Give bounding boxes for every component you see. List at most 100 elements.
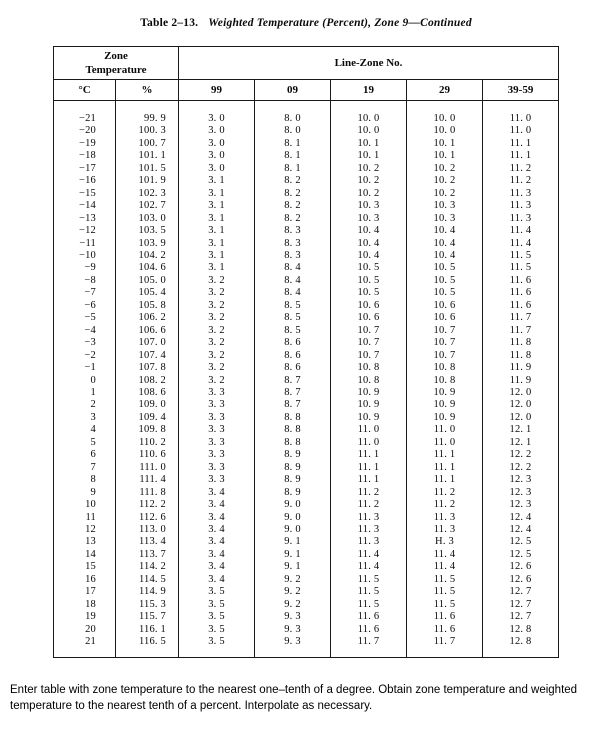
table-cell: 11. 0 <box>406 424 483 437</box>
table-cell: 10. 8 <box>330 374 407 387</box>
table-cell: 3. 3 <box>178 386 255 400</box>
table-row: −2 107. 4 3. 2 8. 6 10. 7 10. 7 11. 8 <box>52 349 559 363</box>
table-row: −16 101. 9 3. 1 8. 2 10. 2 10. 2 11. 2 <box>52 175 559 188</box>
table-cell: 11. 5 <box>330 598 407 612</box>
table-cell: 100. 7 <box>114 137 179 151</box>
table-cell: 10. 5 <box>406 262 483 275</box>
table-cell: 3. 5 <box>178 611 255 624</box>
table-cell: −4 <box>52 324 116 338</box>
table-row: 16 114. 5 3. 4 9. 2 11. 5 11. 5 12. 6 <box>52 573 559 587</box>
table-cell: 11. 2 <box>406 486 483 500</box>
table-cell: 3. 5 <box>178 586 255 599</box>
table-cell: 11. 2 <box>330 499 407 512</box>
table-row: 8 111. 4 3. 3 8. 9 11. 1 11. 1 12. 3 <box>52 474 559 487</box>
table-cell: 110. 2 <box>114 436 179 450</box>
table-cell: 10. 1 <box>406 137 483 151</box>
table-cell: 12. 1 <box>481 436 559 450</box>
table-cell: 11. 1 <box>406 474 483 487</box>
table-row: −8 105. 0 3. 2 8. 4 10. 5 10. 5 11. 6 <box>52 274 559 288</box>
table-cell: 9. 1 <box>254 536 331 549</box>
group-header-row: Zone Temperature Line-Zone No. <box>52 46 559 80</box>
table-cell: −13 <box>52 212 116 226</box>
table-cell: −2 <box>52 349 116 363</box>
table-cell: 10. 9 <box>330 411 407 425</box>
table-cell: 3. 5 <box>178 623 255 637</box>
table-cell: 3. 4 <box>178 548 255 562</box>
table-row: 1 108. 6 3. 3 8. 7 10. 9 10. 9 12. 0 <box>52 386 559 400</box>
table-cell: 3. 3 <box>178 474 255 487</box>
table-cell: 12 <box>52 523 116 537</box>
table-cell: −21 <box>52 100 116 126</box>
table-cell: 10. 9 <box>406 411 483 425</box>
table-cell: 3. 2 <box>178 324 255 338</box>
table-cell: 11. 1 <box>481 150 559 163</box>
table-cell: 11. 4 <box>330 561 407 574</box>
table-cell: 8. 1 <box>254 150 331 163</box>
table-cell: 10. 5 <box>406 287 483 300</box>
table-cell: 3. 4 <box>178 523 255 537</box>
weighted-temperature-table: Zone Temperature Line-Zone No. °C % 99 0… <box>52 46 560 659</box>
table-row: −20 100. 3 3. 0 8. 0 10. 0 10. 0 11. 0 <box>52 125 559 138</box>
table-cell: 10. 4 <box>330 237 407 250</box>
table-cell: 12. 0 <box>481 399 559 412</box>
table-cell: 9. 3 <box>254 611 331 624</box>
table-cell: −7 <box>52 287 116 300</box>
table-cell: 3. 2 <box>178 349 255 363</box>
table-cell: 3. 5 <box>178 598 255 612</box>
table-cell: 12. 3 <box>481 486 559 500</box>
table-row: −11 103. 9 3. 1 8. 3 10. 4 10. 4 11. 4 <box>52 237 559 250</box>
table-cell: 10. 1 <box>406 150 483 163</box>
table-row: 12 113. 0 3. 4 9. 0 11. 3 11. 3 12. 4 <box>52 523 559 537</box>
table-row: −12 103. 5 3. 1 8. 3 10. 4 10. 4 11. 4 <box>52 225 559 238</box>
table-cell: 20 <box>52 623 116 637</box>
table-cell: 8. 5 <box>254 312 331 325</box>
table-row: −18 101. 1 3. 0 8. 1 10. 1 10. 1 11. 1 <box>52 150 559 163</box>
table-cell: 11. 6 <box>481 287 559 300</box>
table-cell: 11. 1 <box>406 449 483 462</box>
table-cell: −11 <box>52 237 116 250</box>
table-cell: 11. 6 <box>481 274 559 288</box>
table-cell: 10. 4 <box>406 225 483 238</box>
table-cell: 4 <box>52 424 116 437</box>
table-cell: −16 <box>52 175 116 188</box>
table-row: 6 110. 6 3. 3 8. 9 11. 1 11. 1 12. 2 <box>52 449 559 462</box>
table-row: 15 114. 2 3. 4 9. 1 11. 4 11. 4 12. 6 <box>52 561 559 574</box>
table-cell: 10. 7 <box>330 337 407 350</box>
table-cell: 9. 3 <box>254 623 331 637</box>
table-cell: 7 <box>52 461 116 475</box>
table-cell: 11. 2 <box>481 175 559 188</box>
table-cell: 3. 0 <box>178 150 255 163</box>
table-cell: 0 <box>52 374 116 387</box>
table-cell: 9. 0 <box>254 499 331 512</box>
table-cell: 111. 8 <box>114 486 179 500</box>
table-cell: 11. 0 <box>406 436 483 450</box>
table-row: 17 114. 9 3. 5 9. 2 11. 5 11. 5 12. 7 <box>52 586 559 599</box>
table-cell: 11. 3 <box>330 511 407 524</box>
table-cell: 116. 1 <box>114 623 179 637</box>
zone-temperature-group-header: Zone Temperature <box>52 46 179 80</box>
table-cell: 11. 6 <box>481 299 559 313</box>
table-cell: 16 <box>52 573 116 587</box>
table-cell: 3 <box>52 411 116 425</box>
table-cell: 12. 0 <box>481 411 559 425</box>
table-cell: 12. 1 <box>481 424 559 437</box>
table-cell: 8. 4 <box>254 287 331 300</box>
table-cell: 10. 5 <box>330 262 407 275</box>
table-cell: 10. 7 <box>406 324 483 338</box>
table-cell: 8. 4 <box>254 262 331 275</box>
table-cell: 111. 0 <box>114 461 179 475</box>
table-cell: 8. 6 <box>254 362 331 375</box>
table-cell: 3. 3 <box>178 436 255 450</box>
table-row: −19 100. 7 3. 0 8. 1 10. 1 10. 1 11. 1 <box>52 137 559 151</box>
table-cell: 109. 8 <box>114 424 179 437</box>
table-cell: −9 <box>52 262 116 275</box>
table-cell: 101. 9 <box>114 175 179 188</box>
table-cell: 10. 9 <box>406 399 483 412</box>
table-row: −10 104. 2 3. 1 8. 3 10. 4 10. 4 11. 5 <box>52 249 559 263</box>
table-cell: 8 <box>52 474 116 487</box>
table-cell: 108. 2 <box>114 374 179 387</box>
table-cell: 11. 3 <box>481 200 559 213</box>
table-cell: 102. 7 <box>114 200 179 213</box>
table-cell: 12. 0 <box>481 386 559 400</box>
